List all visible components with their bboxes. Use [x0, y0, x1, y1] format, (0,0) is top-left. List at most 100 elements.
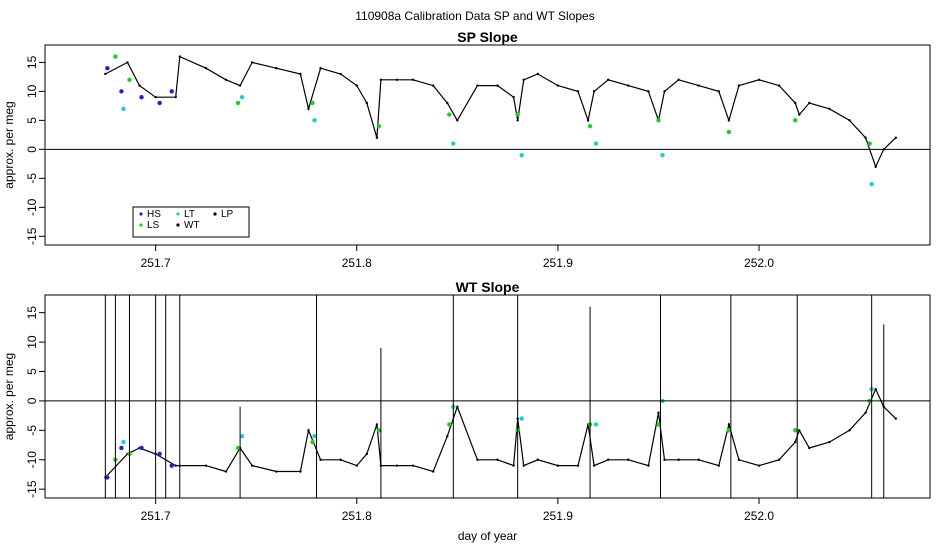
- point-WT: [355, 464, 358, 467]
- point-WT: [476, 458, 479, 461]
- point-WT: [174, 464, 177, 467]
- point-WT: [339, 458, 342, 461]
- x-tick-label: 251.7: [141, 509, 171, 523]
- point-HS: [169, 89, 174, 94]
- point-WT: [556, 464, 560, 467]
- point-WT: [606, 458, 610, 461]
- point-WT: [339, 72, 342, 76]
- point-WT: [299, 470, 302, 473]
- point-WT: [677, 458, 680, 461]
- point-WT: [828, 440, 831, 444]
- point-HS: [119, 445, 124, 451]
- point-WT: [697, 458, 700, 461]
- point-WT: [606, 78, 610, 81]
- plot-area: [104, 295, 898, 498]
- point-WT: [536, 72, 539, 76]
- point-WT: [126, 61, 129, 64]
- point-WT: [757, 464, 761, 467]
- point-WT: [717, 90, 721, 93]
- legend: HS LT LP LS WT: [132, 206, 250, 238]
- point-WT: [727, 119, 731, 122]
- point-WT: [275, 66, 278, 70]
- figure-title: 110908a Calibration Data SP and WT Slope…: [355, 9, 594, 23]
- point-WT: [536, 458, 539, 461]
- y-tick-label: -15: [25, 480, 39, 498]
- point-WT: [250, 61, 254, 64]
- point-HS: [157, 100, 162, 106]
- point-WT: [275, 470, 278, 473]
- point-WT: [894, 417, 898, 420]
- point-WT: [808, 101, 811, 105]
- y-tick-label: -10: [25, 198, 39, 216]
- point-WT: [238, 84, 242, 87]
- point-WT: [798, 429, 801, 432]
- legend-marker: [213, 212, 217, 216]
- point-WT: [727, 423, 731, 426]
- point-WT: [717, 464, 721, 467]
- point-LS: [867, 141, 872, 146]
- point-HS: [105, 475, 110, 480]
- point-LT: [239, 434, 245, 439]
- point-WT: [446, 435, 449, 438]
- y-tick-label: 15: [25, 55, 39, 69]
- point-WT: [307, 107, 310, 110]
- point-HS: [157, 451, 162, 457]
- point-WT: [224, 470, 228, 473]
- point-WT: [375, 136, 379, 139]
- point-LT: [593, 141, 599, 146]
- point-LS: [447, 422, 452, 427]
- point-LT: [660, 152, 665, 158]
- point-LT: [312, 118, 317, 123]
- point-WT: [204, 464, 208, 467]
- point-WT: [808, 446, 811, 450]
- point-WT: [411, 78, 415, 81]
- wt-slope-panel: WT Slope approx. per meg day of year -15 -10…: [2, 279, 931, 543]
- point-LS: [656, 422, 661, 427]
- legend-box: [132, 206, 250, 238]
- point-WT: [777, 458, 781, 461]
- point-LS: [726, 428, 732, 433]
- point-WT: [794, 101, 797, 105]
- plot-frame: [44, 294, 931, 499]
- point-LT: [239, 94, 245, 100]
- point-LS: [793, 428, 798, 433]
- y-tick-label: 0: [25, 146, 39, 153]
- y-tick-label: -5: [25, 173, 39, 184]
- point-HS: [139, 94, 144, 100]
- x-tick-label: 251.7: [141, 256, 171, 270]
- point-WT: [697, 84, 700, 87]
- point-WT: [627, 458, 630, 461]
- sp-slope-panel: SP Slope approx. per meg -15 -10 -5 0 5 10 15 251…: [2, 29, 931, 270]
- point-WT: [677, 78, 680, 81]
- point-WT: [365, 452, 369, 456]
- legend-label: LP: [221, 209, 234, 220]
- x-tick-label: 252.0: [744, 256, 774, 270]
- point-WT: [586, 119, 590, 122]
- point-WT: [663, 458, 666, 461]
- point-WT: [456, 119, 459, 122]
- point-WT: [798, 113, 801, 116]
- point-WT: [874, 387, 877, 391]
- point-WT: [592, 90, 596, 93]
- point-WT: [864, 411, 867, 414]
- point-LT: [121, 439, 126, 445]
- point-WT: [512, 464, 515, 467]
- point-WT: [663, 90, 666, 93]
- point-LS: [793, 118, 798, 123]
- point-WT: [874, 165, 877, 168]
- point-WT: [411, 464, 415, 467]
- y-tick-label: 10: [25, 84, 39, 98]
- point-LT: [451, 141, 456, 146]
- point-WT: [319, 458, 322, 461]
- point-LS: [726, 129, 732, 135]
- legend-label: LS: [147, 220, 160, 231]
- point-HS: [139, 445, 144, 451]
- point-WT: [556, 84, 560, 87]
- y-tick-label: 10: [25, 335, 39, 349]
- point-WT: [647, 90, 650, 93]
- point-WT: [496, 458, 499, 461]
- series-line-WT: [104, 387, 897, 478]
- point-WT: [431, 84, 435, 87]
- point-WT: [794, 440, 797, 444]
